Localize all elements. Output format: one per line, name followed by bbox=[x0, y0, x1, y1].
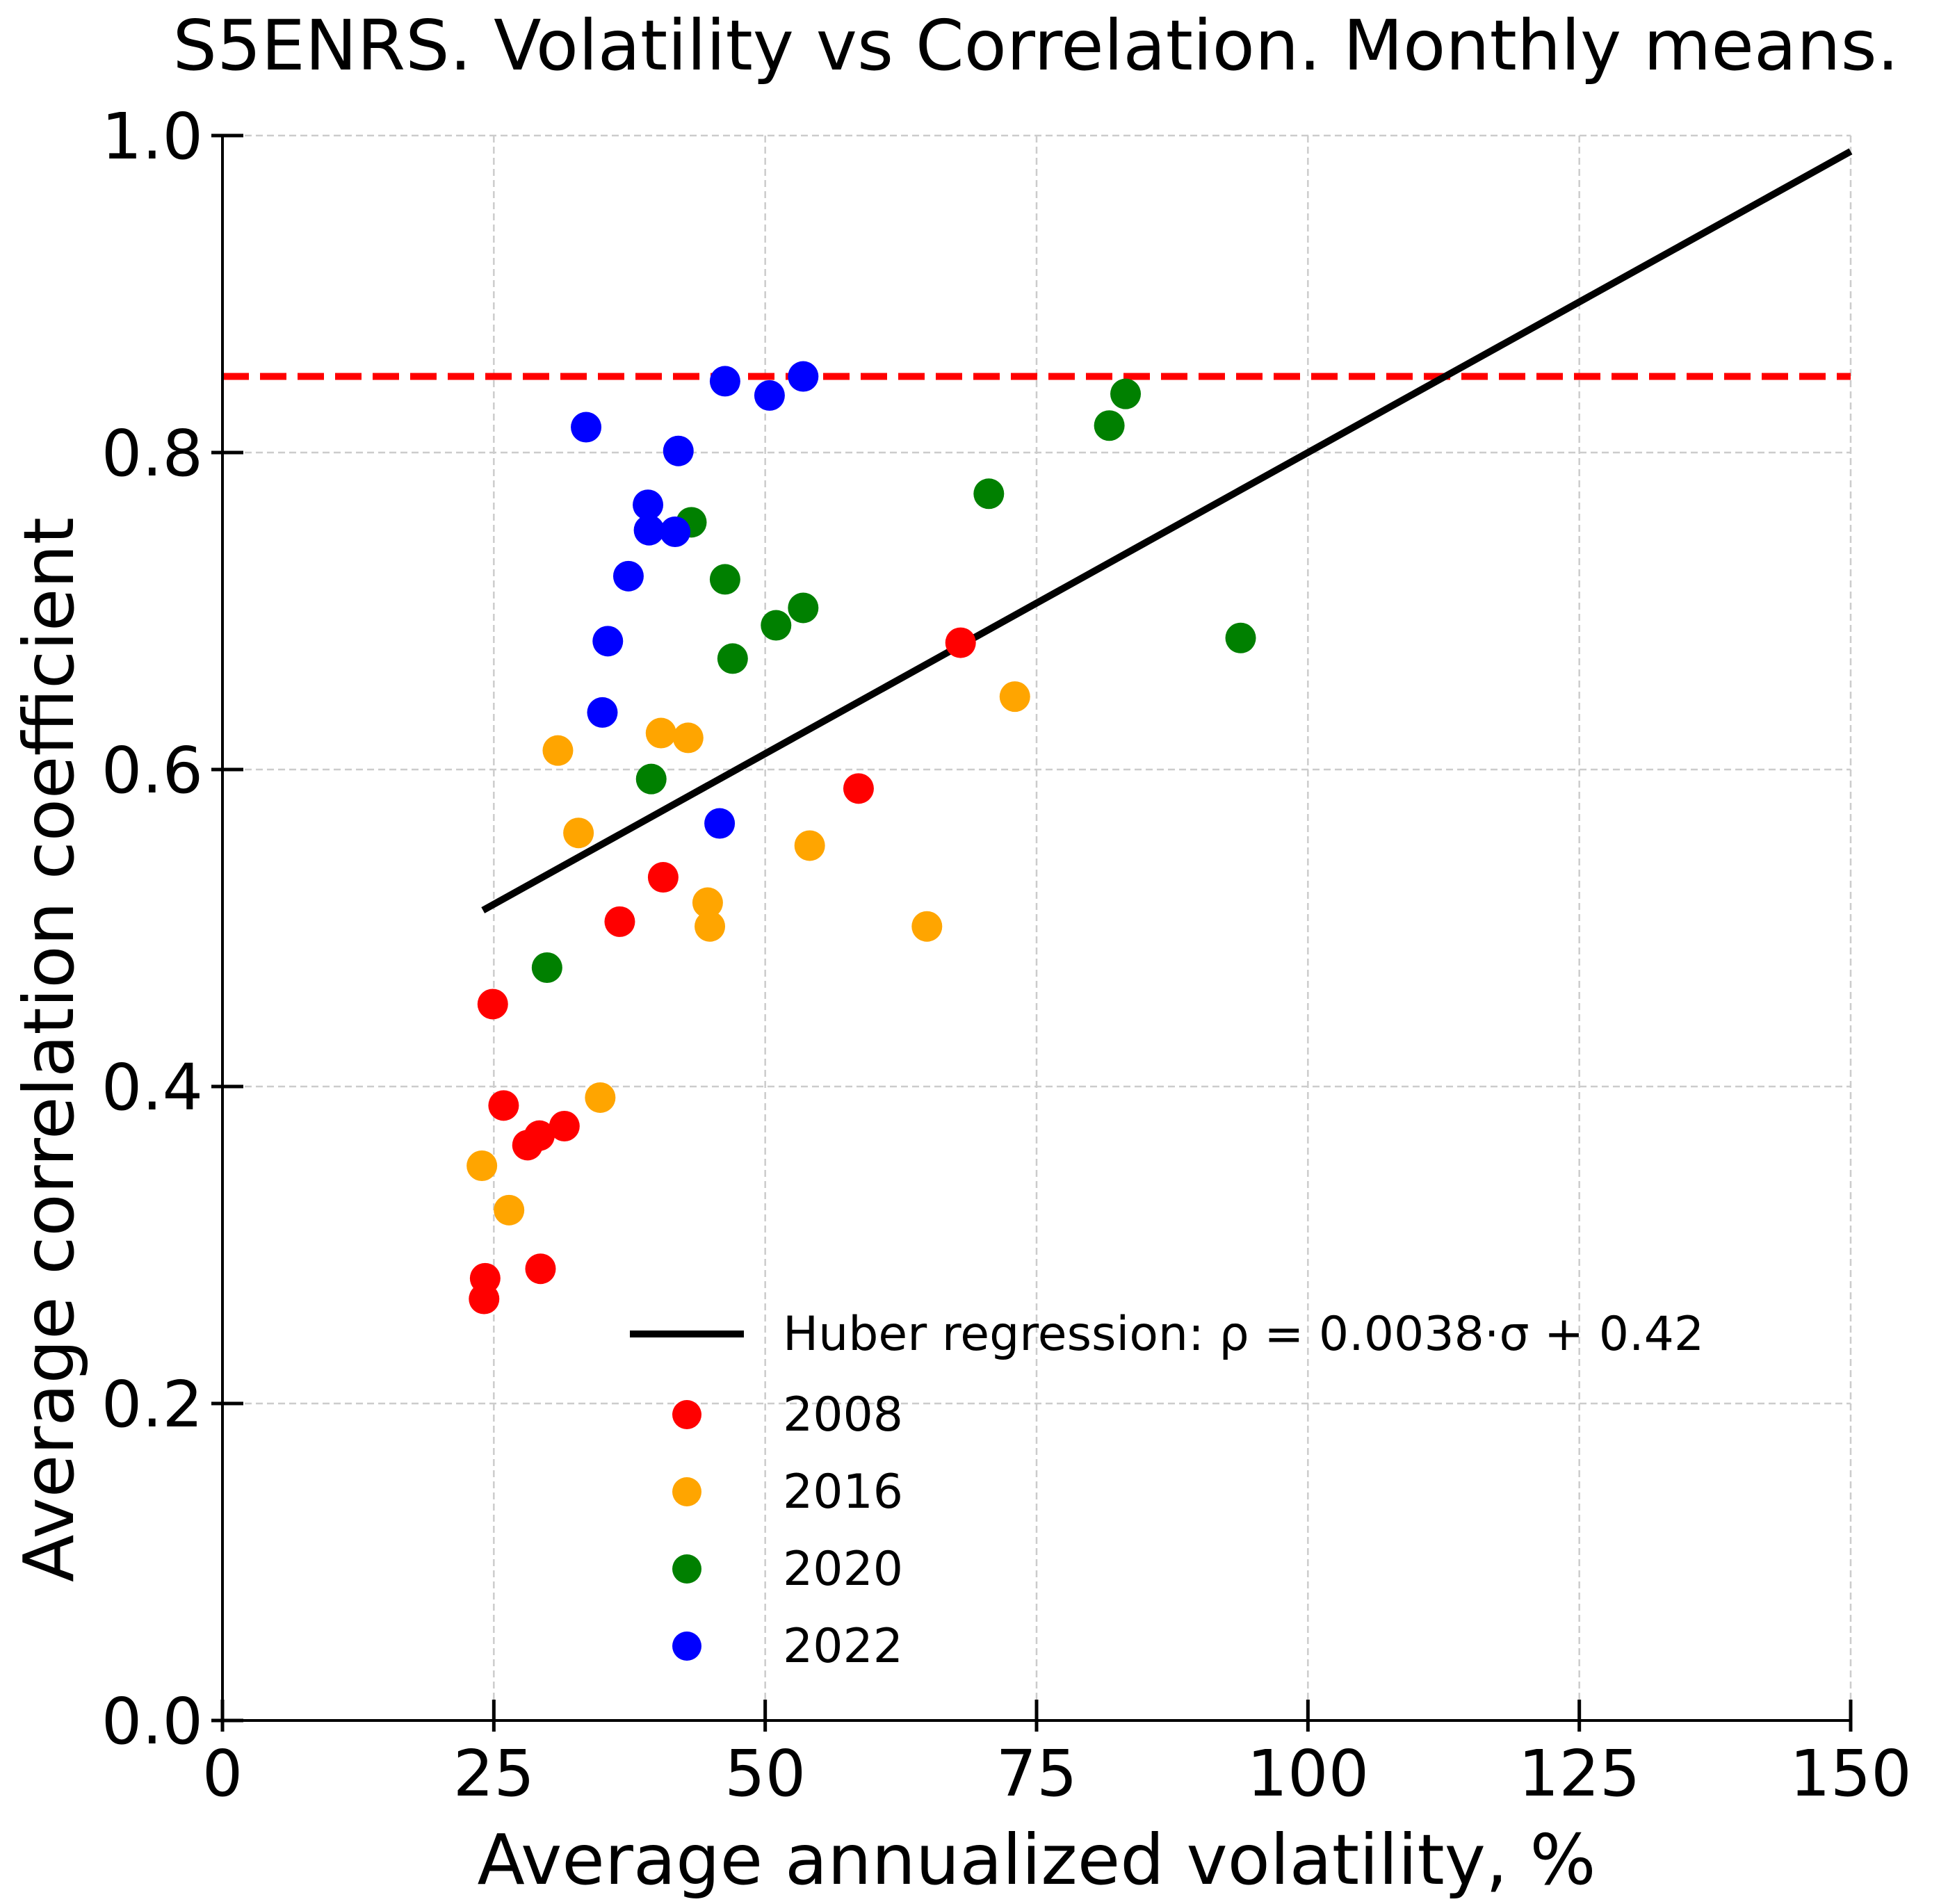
point-2016 bbox=[695, 911, 726, 942]
point-2022 bbox=[663, 435, 694, 466]
point-2022 bbox=[660, 516, 691, 547]
point-2008 bbox=[604, 906, 635, 937]
point-2020 bbox=[717, 643, 748, 674]
y-tick-label: 0.6 bbox=[102, 733, 203, 808]
y-tick-label: 0.8 bbox=[102, 416, 203, 491]
legend-2020-label: 2020 bbox=[783, 1542, 903, 1597]
legend-2016-label: 2016 bbox=[783, 1465, 903, 1520]
x-tick-label: 125 bbox=[1518, 1736, 1641, 1811]
point-2016 bbox=[466, 1150, 498, 1181]
point-2022 bbox=[587, 697, 618, 728]
point-2020 bbox=[709, 564, 740, 595]
legend-2022-marker bbox=[672, 1632, 701, 1661]
data-points bbox=[466, 361, 1256, 1315]
point-2008 bbox=[843, 773, 874, 804]
point-2016 bbox=[911, 911, 943, 942]
point-2016 bbox=[585, 1082, 616, 1113]
point-2008 bbox=[525, 1253, 556, 1285]
x-tick-label: 50 bbox=[724, 1736, 806, 1811]
legend-regression-label: Huber regression: ρ = 0.0038·σ + 0.42 bbox=[783, 1307, 1704, 1362]
point-2020 bbox=[531, 952, 562, 983]
point-2016 bbox=[542, 735, 574, 766]
regression-line bbox=[481, 148, 1853, 913]
point-2008 bbox=[523, 1120, 555, 1151]
point-2016 bbox=[672, 722, 704, 754]
point-2020 bbox=[973, 478, 1005, 510]
regression-fit-line bbox=[481, 148, 1853, 913]
point-2016 bbox=[999, 681, 1030, 713]
legend: Huber regression: ρ = 0.0038·σ + 0.42 20… bbox=[630, 1307, 1704, 1674]
point-2022 bbox=[592, 626, 624, 657]
legend-2020-marker bbox=[672, 1554, 701, 1584]
x-axis-title: Average annualized volatility, % bbox=[478, 1819, 1596, 1901]
point-2016 bbox=[645, 717, 676, 749]
point-2022 bbox=[709, 366, 740, 397]
point-2008 bbox=[477, 988, 508, 1020]
legend-2008-label: 2008 bbox=[783, 1388, 903, 1442]
point-2008 bbox=[488, 1090, 519, 1121]
point-2008 bbox=[469, 1262, 501, 1294]
y-tick-label: 0.2 bbox=[102, 1367, 203, 1442]
point-2022 bbox=[612, 560, 644, 592]
point-2022 bbox=[633, 514, 665, 546]
point-2020 bbox=[1094, 410, 1125, 441]
point-2022 bbox=[704, 808, 736, 839]
x-tick-label: 25 bbox=[453, 1736, 535, 1811]
y-axis-title: Average correlation coefficient bbox=[8, 517, 90, 1582]
y-tick-label: 0.4 bbox=[102, 1050, 203, 1125]
point-2022 bbox=[754, 380, 785, 411]
point-2022 bbox=[788, 361, 819, 392]
point-2016 bbox=[494, 1194, 525, 1226]
point-2008 bbox=[647, 862, 679, 893]
point-2008 bbox=[549, 1111, 580, 1141]
point-2020 bbox=[788, 592, 819, 624]
point-2020 bbox=[1225, 622, 1256, 653]
x-tick-label: 75 bbox=[996, 1736, 1077, 1811]
axis-ticks: 0 25 50 75 100 125 150 0.0 0.2 0.4 0.6 0.8 1.0 bbox=[102, 99, 1912, 1811]
point-2020 bbox=[635, 763, 667, 795]
point-2020 bbox=[761, 610, 792, 641]
point-2016 bbox=[794, 830, 825, 861]
chart-title: S5ENRS. Volatility vs Correlation. Month… bbox=[173, 5, 1899, 86]
point-2016 bbox=[692, 887, 723, 918]
x-tick-label: 100 bbox=[1247, 1736, 1370, 1811]
point-2022 bbox=[633, 489, 664, 521]
grid-lines bbox=[222, 134, 1852, 1720]
y-tick-label: 1.0 bbox=[102, 99, 203, 174]
legend-2008-marker bbox=[672, 1400, 701, 1429]
legend-2022-label: 2022 bbox=[783, 1619, 903, 1674]
y-tick-label: 0.0 bbox=[102, 1684, 203, 1759]
point-2022 bbox=[571, 412, 602, 443]
point-2008 bbox=[945, 627, 976, 658]
x-tick-label: 0 bbox=[202, 1736, 243, 1811]
x-tick-label: 150 bbox=[1789, 1736, 1912, 1811]
point-2020 bbox=[1110, 378, 1142, 409]
legend-2016-marker bbox=[672, 1477, 701, 1506]
point-2016 bbox=[563, 817, 594, 849]
